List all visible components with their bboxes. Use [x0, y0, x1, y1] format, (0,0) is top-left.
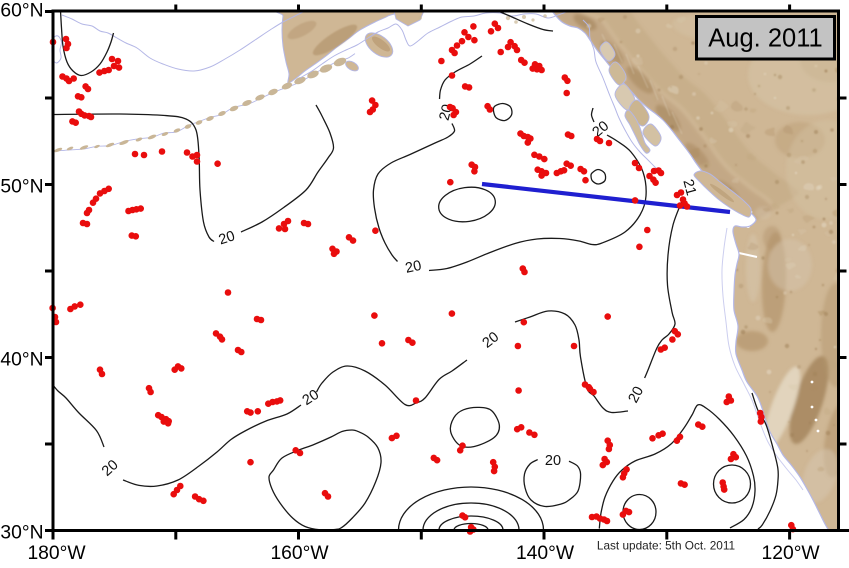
- svg-text:Aug. 2011: Aug. 2011: [708, 25, 822, 53]
- svg-text:140°W: 140°W: [516, 543, 575, 563]
- svg-text:20: 20: [217, 228, 237, 248]
- svg-text:20: 20: [625, 384, 647, 406]
- svg-text:40°N: 40°N: [0, 349, 43, 370]
- svg-text:160°W: 160°W: [270, 543, 329, 563]
- svg-text:20: 20: [300, 387, 322, 409]
- svg-text:20: 20: [480, 329, 503, 352]
- svg-text:180°W: 180°W: [27, 543, 86, 563]
- svg-text:20: 20: [590, 118, 613, 141]
- svg-text:30°N: 30°N: [0, 522, 43, 543]
- svg-text:20: 20: [545, 453, 561, 469]
- svg-text:50°N: 50°N: [0, 176, 43, 197]
- svg-text:120°W: 120°W: [762, 543, 821, 563]
- svg-text:20: 20: [404, 258, 423, 277]
- svg-text:60°N: 60°N: [0, 1, 43, 22]
- svg-text:Last update: 5th Oct. 2011: Last update: 5th Oct. 2011: [597, 539, 735, 553]
